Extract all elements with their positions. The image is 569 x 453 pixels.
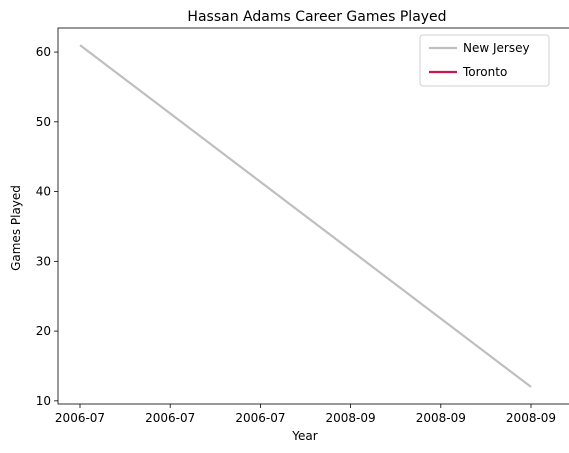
y-tick-label: 40 (36, 185, 51, 199)
y-tick-label: 30 (36, 254, 51, 268)
y-axis-label: Games Played (9, 185, 23, 271)
y-tick-label: 20 (36, 324, 51, 338)
legend-label-new-jersey: New Jersey (463, 41, 530, 55)
chart-title: Hassan Adams Career Games Played (187, 9, 446, 25)
legend-label-toronto: Toronto (462, 65, 507, 79)
y-axis-ticks: 10 20 30 40 50 60 (36, 45, 58, 408)
x-axis-label: Year (291, 429, 317, 443)
y-tick-label: 50 (36, 115, 51, 129)
y-tick-label: 60 (36, 45, 51, 59)
x-tick-label: 2008-09 (416, 411, 466, 425)
x-tick-label: 2008-09 (326, 411, 376, 425)
x-axis-ticks: 2006-07 2006-07 2006-07 2008-09 2008-09 2008-… (55, 404, 556, 425)
series-layer (79, 44, 532, 388)
x-tick-label: 2006-07 (235, 411, 285, 425)
legend: New Jersey Toronto (419, 34, 550, 87)
y-tick-label: 10 (36, 394, 51, 408)
x-tick-label: 2006-07 (55, 411, 105, 425)
x-tick-label: 2006-07 (145, 411, 195, 425)
series-line-new-jersey (79, 44, 532, 388)
x-tick-label: 2008-09 (506, 411, 556, 425)
plot-frame (57, 27, 569, 405)
